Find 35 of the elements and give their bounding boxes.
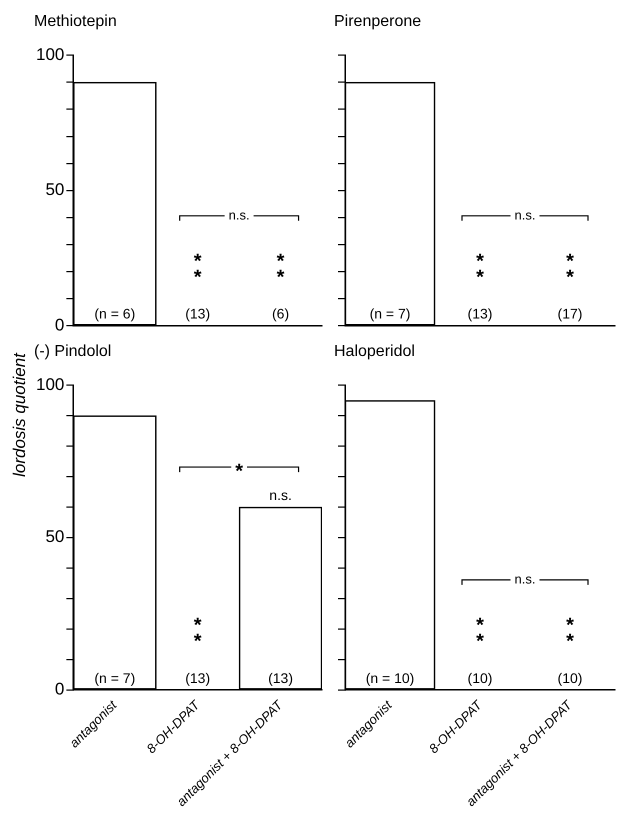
annotation: n.s. — [514, 571, 536, 586]
annotation: ** — [194, 250, 202, 288]
annotation: (13) — [468, 306, 492, 322]
y-tick-label: 0 — [54, 315, 64, 334]
y-tick-label: 50 — [45, 527, 64, 546]
annotation: (n = 6) — [94, 306, 136, 322]
chart-title: Haloperidol — [334, 343, 415, 360]
annotation: (10) — [558, 670, 582, 686]
annotation: ** — [566, 614, 574, 652]
y-tick-label: 100 — [36, 44, 64, 64]
chart-title: Pirenperone — [334, 13, 422, 30]
annotation: (n = 10) — [366, 670, 414, 686]
annotation: ** — [276, 250, 285, 288]
chart-title: (-) Pindolol — [34, 343, 112, 360]
annotation: (n = 7) — [370, 306, 410, 322]
annotation: (13) — [268, 670, 294, 686]
annotation: * — [235, 460, 244, 483]
chart-title: Methiotepin — [34, 13, 117, 30]
annotation: ** — [476, 614, 484, 652]
annotation: (10) — [468, 670, 492, 686]
annotation: n.s. — [514, 207, 536, 222]
annotation: (6) — [272, 306, 290, 322]
annotation: ** — [566, 250, 574, 288]
annotation: (17) — [558, 306, 582, 322]
annotation: (13) — [185, 670, 210, 686]
annotation: ** — [476, 250, 484, 288]
annotation: (13) — [185, 306, 210, 322]
y-tick-label: 0 — [54, 680, 64, 699]
annotation: ** — [194, 614, 202, 652]
y-tick-label: 100 — [36, 374, 64, 394]
annotation: (n = 7) — [94, 670, 136, 686]
y-axis-title: lordosis quotient — [10, 352, 30, 476]
annotation: n.s. — [269, 486, 292, 503]
y-tick-label: 50 — [45, 180, 64, 200]
annotation: n.s. — [228, 207, 250, 222]
